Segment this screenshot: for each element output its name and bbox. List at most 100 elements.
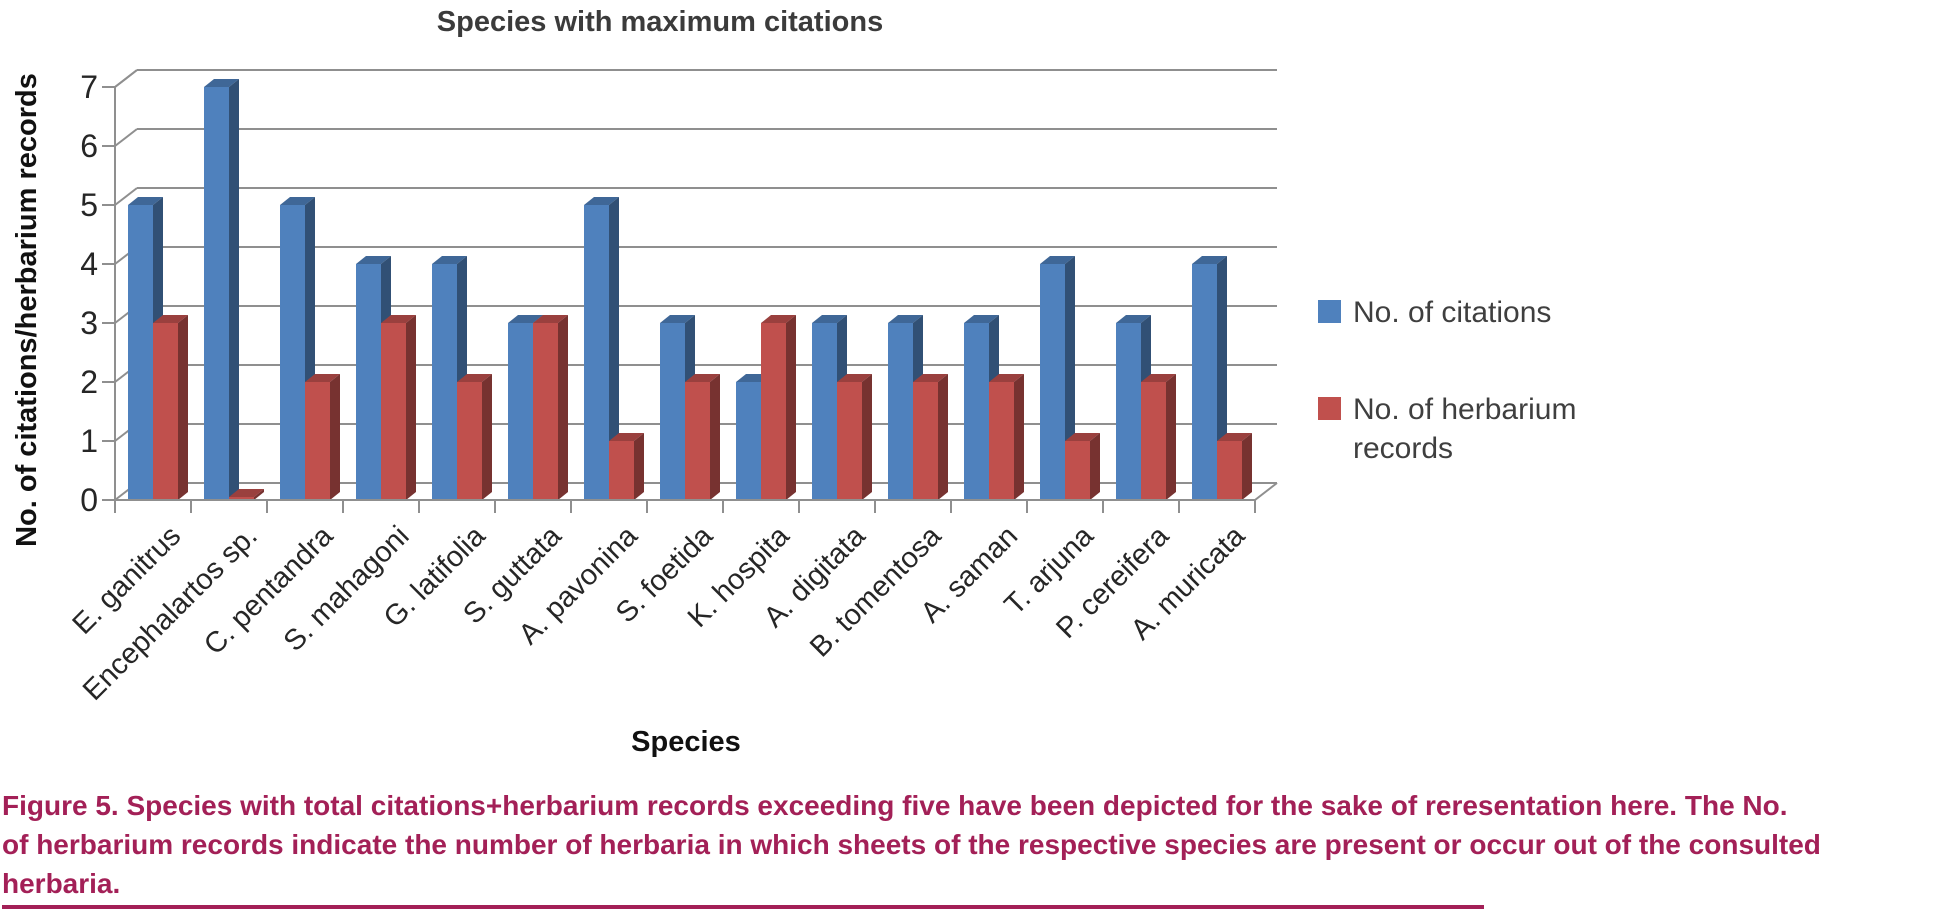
- bar-top-face: [280, 197, 315, 205]
- bar-top-face: [888, 315, 923, 323]
- bar-front-citations: [812, 323, 837, 500]
- bar-front-herbarium: [609, 441, 634, 500]
- bar-top-face: [153, 315, 188, 323]
- bar-top-face: [1116, 315, 1151, 323]
- y-tick-label: 4: [80, 246, 98, 282]
- caption-line: herbaria.: [2, 868, 121, 899]
- bar-top-face: [1141, 374, 1176, 382]
- bar-front-herbarium: [1141, 382, 1166, 500]
- y-tick-label: 7: [80, 69, 98, 105]
- bar-front-herbarium: [685, 382, 710, 500]
- bar-front-citations: [432, 264, 457, 500]
- bar-side-face: [634, 433, 644, 500]
- bar-side-face: [1166, 374, 1176, 500]
- bar-front-citations: [888, 323, 913, 500]
- bar-front-herbarium: [381, 323, 406, 500]
- bar-side-face: [786, 315, 796, 500]
- bar-front-citations: [736, 382, 761, 500]
- bar-top-face: [989, 374, 1024, 382]
- y-tick-label: 5: [80, 187, 98, 223]
- bar-front-citations: [584, 205, 609, 500]
- gridline-depth-segment: [114, 128, 138, 147]
- bar-front-citations: [356, 264, 381, 500]
- bar-front-citations: [1040, 264, 1065, 500]
- bar-front-citations: [660, 323, 685, 500]
- bar-front-citations: [128, 205, 153, 500]
- bar-front-herbarium: [913, 382, 938, 500]
- bar-top-face: [381, 315, 416, 323]
- bar-top-face: [1065, 433, 1100, 441]
- chart-title: Species with maximum citations: [436, 6, 884, 38]
- bar-front-herbarium: [229, 497, 254, 500]
- bar-front-citations: [204, 87, 229, 500]
- bar-top-face: [812, 315, 847, 323]
- y-axis-top-depth: [114, 69, 138, 88]
- legend-swatch-icon: [1318, 397, 1341, 420]
- bar-top-face: [128, 197, 163, 205]
- legend-swatch-icon: [1318, 300, 1341, 323]
- figure-caption: Figure 5. Species with total citations+h…: [2, 786, 1942, 903]
- bar-top-face: [432, 256, 467, 264]
- bar-front-herbarium: [457, 382, 482, 500]
- bar-top-face: [204, 79, 239, 87]
- bar-side-face: [229, 79, 239, 500]
- bar-top-face: [508, 315, 543, 323]
- bar-front-citations: [1116, 323, 1141, 500]
- bar-side-face: [609, 197, 619, 500]
- bar-top-face: [1217, 433, 1252, 441]
- floor-depth-segment: [1254, 482, 1278, 501]
- bar-front-citations: [508, 323, 533, 500]
- bar-top-face: [584, 197, 619, 205]
- bar-front-herbarium: [989, 382, 1014, 500]
- chart-legend: No. of citations No. of herbarium records: [1318, 293, 1603, 468]
- caption-line: Figure 5. Species with total citations+h…: [2, 790, 1788, 821]
- bar-side-face: [254, 489, 264, 500]
- bar-top-face: [1192, 256, 1227, 264]
- gridline-depth-segment: [114, 187, 138, 206]
- bar-side-face: [862, 374, 872, 500]
- bar-top-face: [837, 374, 872, 382]
- bar-front-citations: [280, 205, 305, 500]
- bar-side-face: [1014, 374, 1024, 500]
- bar-side-face: [178, 315, 188, 500]
- bar-front-herbarium: [761, 323, 786, 500]
- bar-front-herbarium: [1217, 441, 1242, 500]
- bar-top-face: [356, 256, 391, 264]
- bar-top-face: [305, 374, 340, 382]
- bar-side-face: [330, 374, 340, 500]
- bar-front-herbarium: [153, 323, 178, 500]
- bar-front-herbarium: [1065, 441, 1090, 500]
- bar-front-citations: [964, 323, 989, 500]
- bar-front-herbarium: [533, 323, 558, 500]
- bar-top-face: [609, 433, 644, 441]
- cropped-next-text-line: [2, 905, 1484, 909]
- legend-label: No. of citations: [1353, 296, 1552, 329]
- y-tick-label: 1: [80, 423, 98, 459]
- y-tick-label: 0: [80, 482, 98, 518]
- bar-top-face: [457, 374, 492, 382]
- bar-side-face: [482, 374, 492, 500]
- bar-front-herbarium: [837, 382, 862, 500]
- y-tick-label: 2: [80, 364, 98, 400]
- legend-label: No. of herbarium records: [1353, 393, 1577, 465]
- bar-side-face: [710, 374, 720, 500]
- bar-top-face: [533, 315, 568, 323]
- bar-top-face: [229, 489, 264, 497]
- bar-front-herbarium: [305, 382, 330, 500]
- bar-top-face: [1040, 256, 1075, 264]
- bar-side-face: [406, 315, 416, 500]
- caption-line: of herbarium records indicate the number…: [2, 829, 1821, 860]
- y-tick-label: 6: [80, 128, 98, 164]
- bar-side-face: [558, 315, 568, 500]
- bar-chart-plot: [102, 69, 1278, 513]
- bar-side-face: [1242, 433, 1252, 500]
- bar-front-citations: [1192, 264, 1217, 500]
- bar-top-face: [761, 315, 796, 323]
- bar-top-face: [964, 315, 999, 323]
- y-tick-label: 3: [80, 305, 98, 341]
- bar-top-face: [685, 374, 720, 382]
- legend-entry: No. of herbarium records: [1318, 390, 1603, 468]
- bar-top-face: [660, 315, 695, 323]
- bar-top-face: [913, 374, 948, 382]
